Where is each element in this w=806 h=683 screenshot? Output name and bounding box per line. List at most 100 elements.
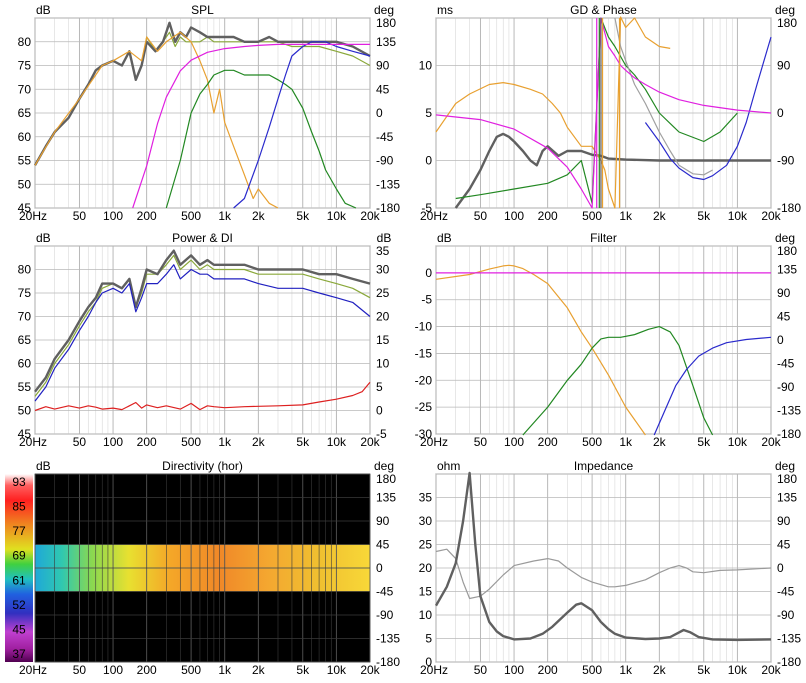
series-line-2 bbox=[34, 264, 371, 402]
series-line-0 bbox=[435, 548, 772, 600]
impedance-chart: Impedance ohm deg 0 5 10 15 20 25 30 35 -180 -135 -90… bbox=[419, 459, 802, 677]
x-tick-label: 50 bbox=[73, 663, 87, 677]
colorbar-label: 85 bbox=[12, 500, 26, 514]
x-tick-label: 20k bbox=[360, 435, 380, 449]
right-tick-label: 45 bbox=[777, 310, 791, 324]
chart-title: Filter bbox=[590, 231, 617, 245]
left-unit-label: ohm bbox=[437, 459, 460, 473]
series-line-5 bbox=[435, 17, 772, 209]
x-tick-label: 2k bbox=[252, 209, 266, 223]
x-tick-label: 500 bbox=[181, 435, 201, 449]
x-tick-label: 100 bbox=[103, 209, 123, 223]
spl-chart: SPL dB deg 45 50 55 60 65 70 75 80 -180 -135 -90 -45 0 4… bbox=[18, 3, 401, 223]
x-tick-label: 20Hz bbox=[19, 435, 47, 449]
x-tick-label: 200 bbox=[538, 663, 558, 677]
right-tick-label: -180 bbox=[777, 427, 801, 441]
gd-phase-chart: GD & Phase ms deg -5 0 5 10 -180 -90 0 90 180 20Hz 50… bbox=[419, 3, 802, 223]
right-tick-label: -45 bbox=[376, 585, 394, 599]
directivity-chart: Directivity (hor) dB deg -180 -135 -90 -45 0 45 9… bbox=[5, 459, 400, 677]
left-tick-label: 70 bbox=[18, 82, 32, 96]
right-tick-label: 0 bbox=[376, 106, 383, 120]
colorbar-label: 45 bbox=[12, 622, 26, 636]
left-tick-label: 80 bbox=[18, 263, 32, 277]
x-tick-label: 200 bbox=[137, 435, 157, 449]
left-tick-label: 45 bbox=[18, 427, 32, 441]
right-tick-label: 45 bbox=[777, 538, 791, 552]
left-unit-label: dB bbox=[36, 459, 51, 473]
x-tick-label: 500 bbox=[582, 663, 602, 677]
x-tick-label: 200 bbox=[137, 663, 157, 677]
right-tick-label: 0 bbox=[376, 561, 383, 575]
series-line-0 bbox=[34, 254, 371, 397]
x-tick-label: 5k bbox=[697, 435, 711, 449]
left-tick-label: 0 bbox=[425, 266, 432, 280]
left-unit-label: dB bbox=[36, 231, 51, 245]
x-tick-label: 2k bbox=[252, 435, 266, 449]
x-tick-label: 20Hz bbox=[420, 663, 448, 677]
x-tick-label: 20k bbox=[761, 209, 781, 223]
x-tick-label: 20k bbox=[360, 663, 380, 677]
right-tick-label: 90 bbox=[376, 59, 390, 73]
left-tick-label: 70 bbox=[18, 310, 32, 324]
series-line-3 bbox=[644, 36, 772, 181]
x-tick-label: 20k bbox=[360, 209, 380, 223]
x-tick-label: 20k bbox=[761, 663, 781, 677]
left-tick-label: -25 bbox=[415, 400, 433, 414]
left-tick-label: 20 bbox=[419, 561, 433, 575]
x-tick-label: 2k bbox=[653, 663, 667, 677]
chart-title: Directivity (hor) bbox=[162, 459, 243, 473]
x-tick-label: 50 bbox=[474, 209, 488, 223]
right-tick-label: 135 bbox=[777, 491, 797, 505]
colorbar-label: 93 bbox=[12, 475, 26, 489]
right-tick-label: -135 bbox=[777, 404, 801, 418]
left-tick-label: 75 bbox=[18, 286, 32, 300]
x-tick-label: 10k bbox=[728, 435, 748, 449]
left-tick-label: 10 bbox=[419, 59, 433, 73]
x-tick-label: 20Hz bbox=[420, 209, 448, 223]
x-tick-label: 20Hz bbox=[19, 209, 47, 223]
series-line-3 bbox=[653, 336, 772, 436]
left-tick-label: 25 bbox=[419, 538, 433, 552]
right-tick-label: 45 bbox=[376, 82, 390, 96]
x-tick-label: 20Hz bbox=[19, 663, 47, 677]
left-tick-label: 5 bbox=[425, 106, 432, 120]
left-tick-label: 0 bbox=[425, 154, 432, 168]
left-tick-label: 60 bbox=[18, 357, 32, 371]
series-line-1 bbox=[434, 471, 772, 642]
right-tick-label: -90 bbox=[777, 608, 795, 622]
series-line-1 bbox=[33, 21, 371, 166]
colorbar bbox=[5, 474, 33, 662]
right-tick-label: -45 bbox=[777, 585, 795, 599]
x-tick-label: 5k bbox=[296, 435, 310, 449]
right-tick-label: 135 bbox=[777, 263, 797, 277]
right-tick-label: 90 bbox=[777, 59, 791, 73]
x-tick-label: 1k bbox=[218, 435, 232, 449]
left-tick-label: 50 bbox=[18, 404, 32, 418]
x-tick-label: 1k bbox=[619, 209, 633, 223]
filter-chart: Filter dB deg -30 -25 -20 -15 -10 -5 0 -180 -135 -90… bbox=[415, 231, 802, 449]
right-tick-label: 0 bbox=[777, 333, 784, 347]
x-tick-label: 500 bbox=[582, 209, 602, 223]
right-tick-label: 0 bbox=[376, 404, 383, 418]
right-tick-label: 90 bbox=[376, 514, 390, 528]
right-unit-label: deg bbox=[775, 459, 795, 473]
right-tick-label: 5 bbox=[376, 380, 383, 394]
x-tick-label: 10k bbox=[728, 663, 748, 677]
right-tick-label: -45 bbox=[777, 357, 795, 371]
x-tick-label: 1k bbox=[218, 663, 232, 677]
x-tick-label: 10k bbox=[327, 663, 347, 677]
x-tick-label: 5k bbox=[296, 209, 310, 223]
x-tick-label: 1k bbox=[619, 435, 633, 449]
right-tick-label: 45 bbox=[376, 538, 390, 552]
right-unit-label: dB bbox=[377, 231, 392, 245]
chart-title: SPL bbox=[191, 3, 214, 17]
right-tick-label: -180 bbox=[777, 655, 801, 669]
x-tick-label: 2k bbox=[653, 209, 667, 223]
x-tick-label: 200 bbox=[137, 209, 157, 223]
x-tick-label: 100 bbox=[103, 663, 123, 677]
left-tick-label: 5 bbox=[425, 632, 432, 646]
series-line-1 bbox=[34, 249, 371, 393]
series-line-0 bbox=[454, 132, 771, 209]
right-tick-label: -90 bbox=[777, 154, 795, 168]
left-tick-label: 75 bbox=[18, 59, 32, 73]
